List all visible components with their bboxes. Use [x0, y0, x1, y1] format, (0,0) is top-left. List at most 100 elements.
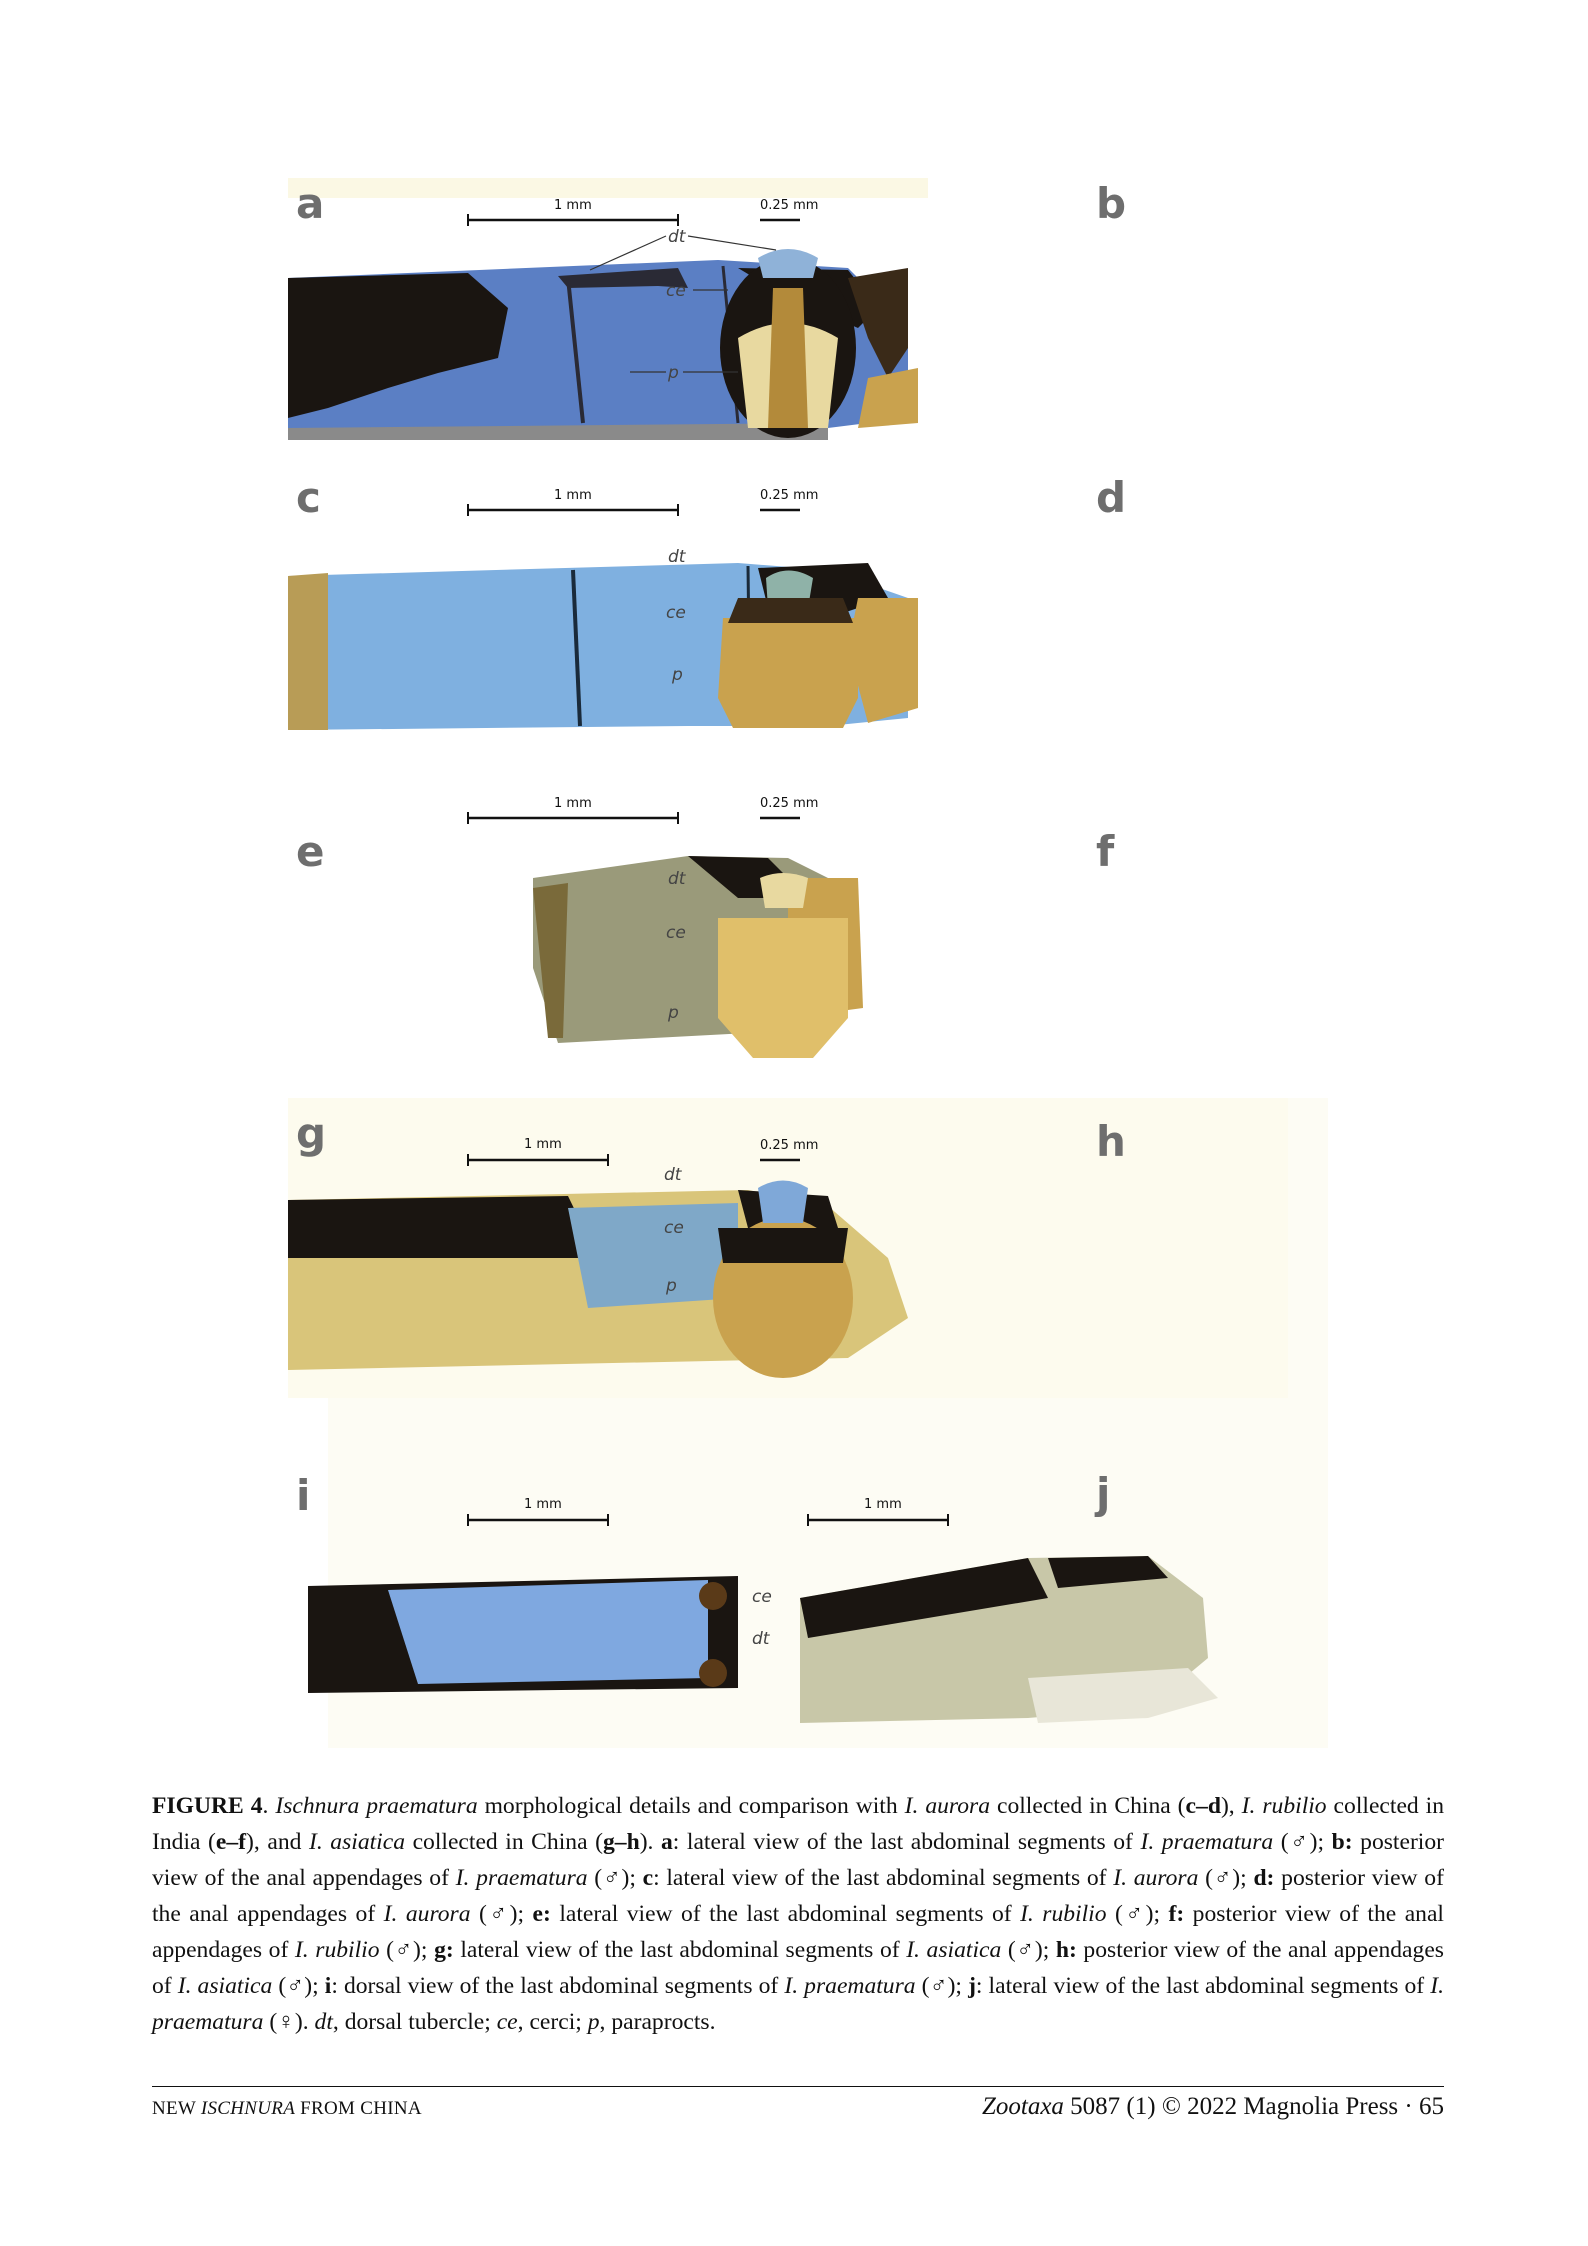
panel-label-d: d	[1096, 473, 1126, 522]
caption-sex: (♂);	[379, 1937, 435, 1963]
caption-panel-ref: c	[642, 1865, 654, 1891]
caption-species: I. rubilio	[294, 1937, 380, 1963]
caption-abbrev: p	[587, 2009, 600, 2035]
caption-panel-ref: e–f	[215, 1829, 247, 1855]
caption-text: morphological details and comparison wit…	[477, 1793, 905, 1819]
caption-panel-ref: g:	[434, 1937, 454, 1963]
caption-panel-ref: f:	[1168, 1901, 1185, 1927]
scale-label-d: 0.25 mm	[760, 488, 818, 503]
journal-footer: Zootaxa 5087 (1) © 2022 Magnolia Press ·…	[982, 2093, 1444, 2121]
plate-bg	[288, 178, 928, 198]
footer-rule	[152, 2086, 1444, 2087]
anno-dt-c: dt	[668, 547, 687, 567]
anno-dt-e: dt	[668, 869, 687, 889]
panel-c: c 1 mm d 0.25 mm dt ce p	[288, 473, 1126, 730]
panel-label-j: j	[1094, 1469, 1110, 1518]
caption-sex: (♂);	[272, 1973, 325, 1999]
caption-text: : dorsal view of the last abdominal segm…	[331, 1973, 785, 1999]
caption-abbrev: dt	[314, 2009, 333, 2035]
caption-panel-ref: g–h	[602, 1829, 640, 1855]
page-number: 65	[1419, 2093, 1444, 2120]
caption-panel-ref: h:	[1055, 1937, 1077, 1963]
scale-label-e: 1 mm	[554, 796, 592, 811]
panel-label-e: e	[296, 827, 325, 876]
caption-text: : lateral view of the last abdominal seg…	[653, 1865, 1114, 1891]
caption-text: ).	[639, 1829, 661, 1855]
figure-plates: a 1 mm b 0.25 mm dt ce p	[268, 178, 1328, 1768]
panel-label-h: h	[1096, 1117, 1126, 1166]
caption-species: I. praematura	[152, 1973, 1444, 2035]
anno-p-c: p	[671, 665, 683, 685]
caption-abbrev: ce	[496, 2009, 518, 2035]
caption-panel-ref: j	[968, 1973, 976, 1999]
caption-species: Ischnura praematura	[275, 1793, 478, 1819]
anno-ce-g: ce	[664, 1218, 684, 1238]
caption-label: FIGURE 4	[152, 1793, 263, 1819]
anno-ce-a: ce	[666, 281, 686, 301]
anno-ce-c: ce	[666, 603, 686, 623]
scale-label-j: 1 mm	[864, 1497, 902, 1512]
scale-label-f: 0.25 mm	[760, 796, 818, 811]
caption-text: lateral view of the last abdominal segme…	[453, 1937, 907, 1963]
appendages-d	[718, 618, 858, 728]
caption-sex: (♂);	[587, 1865, 643, 1891]
caption-species: I. rubilio	[1241, 1793, 1327, 1819]
panel-j: j 1 mm	[800, 1469, 1218, 1723]
caption-panel-ref: e:	[532, 1901, 551, 1927]
caption-sex: (♂);	[1273, 1829, 1332, 1855]
journal-name: Zootaxa	[981, 2093, 1064, 2120]
footer-separator: ·	[1398, 2093, 1419, 2120]
caption-species: I. asiatica	[906, 1937, 1002, 1963]
running-title: NEW ISCHNURA FROM CHINA	[152, 2098, 422, 2120]
scale-label-i: 1 mm	[524, 1497, 562, 1512]
caption-text: ), and	[246, 1829, 309, 1855]
running-title-text: NEW	[152, 2098, 201, 2119]
caption-species: I. aurora	[383, 1901, 471, 1927]
appendages-f	[718, 918, 848, 1058]
running-title-text: FROM CHINA	[295, 2098, 422, 2119]
caption-text: posterior view of the anal appendages of	[152, 1937, 1444, 1999]
anno-p-a: p	[667, 363, 679, 383]
caption-species: I. asiatica	[177, 1973, 273, 1999]
caption-text: collected in China (	[990, 1793, 1186, 1819]
caption-text: posterior view of the anal appendages of	[152, 1901, 1444, 1963]
caption-text: : lateral view of the last abdominal seg…	[672, 1829, 1141, 1855]
caption-text: , paraprocts.	[599, 2009, 716, 2035]
scale-label-g: 1 mm	[524, 1137, 562, 1152]
caption-text: posterior view of the anal appendages of	[152, 1829, 1445, 1891]
caption-panel-ref: i	[324, 1973, 332, 1999]
panel-label-i: i	[296, 1471, 310, 1520]
caption-species: I. praematura	[455, 1865, 588, 1891]
caption-species: I. aurora	[1113, 1865, 1199, 1891]
caption-sex: (♂);	[470, 1901, 533, 1927]
anno-dt-i: dt	[752, 1629, 771, 1649]
anno-dt-a: dt	[668, 227, 687, 247]
caption-species: I. praematura	[1140, 1829, 1274, 1855]
scale-label-c: 1 mm	[554, 488, 592, 503]
caption-species: I. aurora	[904, 1793, 991, 1819]
caption-panel-ref: a	[661, 1829, 673, 1855]
caption-text: , dorsal tubercle;	[332, 2009, 497, 2035]
caption-text: , cerci;	[517, 2009, 588, 2035]
anno-ce-i: ce	[752, 1587, 772, 1607]
panel-e: 1 mm e f 0.25 mm dt ce p	[296, 796, 1115, 1058]
scale-label-h: 0.25 mm	[760, 1138, 818, 1153]
journal-issue: 5087 (1) © 2022 Magnolia Press	[1063, 2093, 1399, 2120]
caption-text: : lateral view of the last abdominal seg…	[975, 1973, 1431, 1999]
scale-label-b: 0.25 mm	[760, 198, 818, 213]
running-title-genus: ISCHNURA	[200, 2098, 296, 2119]
panel-label-c: c	[296, 473, 321, 522]
caption-species: I. praematura	[784, 1973, 916, 1999]
caption-text: collected in China (	[405, 1829, 603, 1855]
caption-panel-ref: c–d	[1185, 1793, 1221, 1819]
figure-4: a 1 mm b 0.25 mm dt ce p	[268, 178, 1328, 1768]
caption-text: lateral view of the last abdominal segme…	[550, 1901, 1021, 1927]
panel-g: g 1 mm h 0.25 mm dt ce p	[288, 1098, 1288, 1398]
caption-species: I. asiatica	[308, 1829, 406, 1855]
caption-panel-ref: b:	[1331, 1829, 1353, 1855]
caption-sex: (♂);	[915, 1973, 969, 1999]
panel-a: a 1 mm b 0.25 mm dt ce p	[288, 179, 1126, 440]
anno-dt-g: dt	[664, 1165, 683, 1185]
caption-species: I. rubilio	[1020, 1901, 1107, 1927]
anno-ce-e: ce	[666, 923, 686, 943]
